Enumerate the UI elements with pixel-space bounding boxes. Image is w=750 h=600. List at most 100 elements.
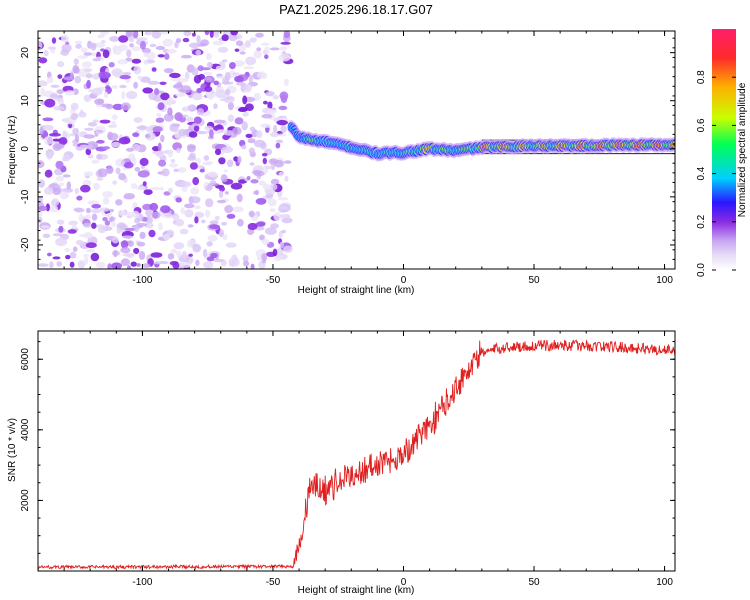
noise-blob <box>134 224 140 233</box>
noise-blob <box>74 40 83 45</box>
noise-blob <box>212 40 224 46</box>
noise-blob <box>168 163 179 168</box>
noise-blob <box>101 39 106 44</box>
noise-blob <box>281 217 293 224</box>
noise-blob <box>113 249 118 258</box>
noise-blob <box>83 94 92 103</box>
noise-blob <box>243 66 255 70</box>
noise-blob <box>125 147 134 152</box>
noise-blob <box>179 228 189 235</box>
noise-blob <box>158 159 167 167</box>
y-tick-label: 4000 <box>20 418 31 441</box>
noise-blob <box>175 93 186 97</box>
noise-blob <box>38 160 45 168</box>
noise-blob <box>140 165 145 169</box>
noise-blob <box>255 130 263 139</box>
noise-blob <box>99 119 111 124</box>
noise-blob <box>54 143 65 150</box>
noise-blob <box>244 40 251 48</box>
snr-xlabel: Height of straight line (km) <box>298 585 415 596</box>
noise-blob <box>182 37 190 43</box>
noise-blob <box>188 253 193 257</box>
noise-blob <box>54 184 61 189</box>
noise-blob <box>242 111 249 117</box>
noise-blob <box>242 95 248 105</box>
noise-blob <box>118 35 129 43</box>
noise-blob <box>255 198 267 205</box>
noise-blob <box>256 47 262 52</box>
noise-blob <box>203 72 213 76</box>
noise-blob <box>102 197 110 205</box>
noise-blob <box>64 90 76 96</box>
noise-blob <box>223 95 235 104</box>
colorbar-label: Normalized spectral amplitude <box>737 82 748 217</box>
noise-blob <box>214 148 222 156</box>
noise-blob <box>38 263 49 267</box>
noise-blob <box>209 31 214 38</box>
noise-blob <box>139 231 146 240</box>
noise-blob <box>205 161 213 165</box>
noise-blob <box>80 184 91 193</box>
noise-blob <box>155 45 166 51</box>
noise-blob <box>219 190 224 198</box>
noise-blob <box>46 152 53 160</box>
noise-blob <box>261 152 268 157</box>
noise-blob <box>160 134 165 143</box>
x-tick-label: -50 <box>266 275 281 286</box>
noise-blob <box>267 101 273 110</box>
noise-blob <box>187 224 194 228</box>
noise-blob <box>174 218 185 227</box>
noise-blob <box>126 265 132 269</box>
noise-blob <box>115 199 123 206</box>
y-tick-label: 20 <box>20 47 31 59</box>
noise-blob <box>56 261 63 267</box>
noise-blob <box>261 238 270 245</box>
noise-blob <box>140 41 146 50</box>
noise-blob <box>230 31 238 36</box>
noise-blob <box>57 74 63 79</box>
noise-blob <box>92 73 100 80</box>
noise-blob <box>132 210 140 219</box>
noise-blob <box>136 222 148 227</box>
noise-blob <box>184 203 195 209</box>
noise-blob <box>87 42 97 49</box>
colorbar-tick-label: 0.6 <box>696 118 707 132</box>
noise-blob <box>74 187 79 195</box>
noise-blob <box>109 208 114 213</box>
noise-blob <box>112 180 117 185</box>
noise-blob <box>58 225 64 233</box>
noise-blob <box>38 179 45 188</box>
noise-blob <box>275 142 281 149</box>
noise-blob <box>249 126 256 132</box>
noise-blob <box>192 177 200 186</box>
noise-blob <box>137 75 143 81</box>
colorbar-ticks: 0.0 0.2 0.4 0.6 0.8 <box>696 70 736 277</box>
noise-blob <box>140 76 151 83</box>
noise-blob <box>226 159 234 168</box>
noise-blob <box>253 92 261 101</box>
noise-blob <box>157 102 165 111</box>
noise-blob <box>90 252 100 262</box>
noise-blob <box>133 247 140 255</box>
noise-blob <box>136 37 148 41</box>
noise-blob <box>245 133 253 138</box>
noise-blob <box>145 31 153 36</box>
noise-blob <box>42 233 51 238</box>
noise-blob <box>160 92 170 101</box>
noise-blob <box>62 156 67 162</box>
noise-blob <box>207 182 214 190</box>
noise-blob <box>283 31 291 39</box>
noise-blob <box>243 260 250 267</box>
noise-blob <box>247 222 258 231</box>
noise-blob <box>65 254 71 260</box>
noise-blob <box>190 187 200 195</box>
noise-blob <box>136 263 141 267</box>
noise-blob <box>195 49 202 56</box>
noise-blob <box>279 46 288 51</box>
noise-blob <box>270 178 280 186</box>
colorbar-tick-label: 0.2 <box>696 214 707 228</box>
noise-blob <box>87 122 98 127</box>
noise-blob <box>83 222 92 228</box>
noise-blob <box>249 162 255 166</box>
noise-blob <box>90 208 102 214</box>
